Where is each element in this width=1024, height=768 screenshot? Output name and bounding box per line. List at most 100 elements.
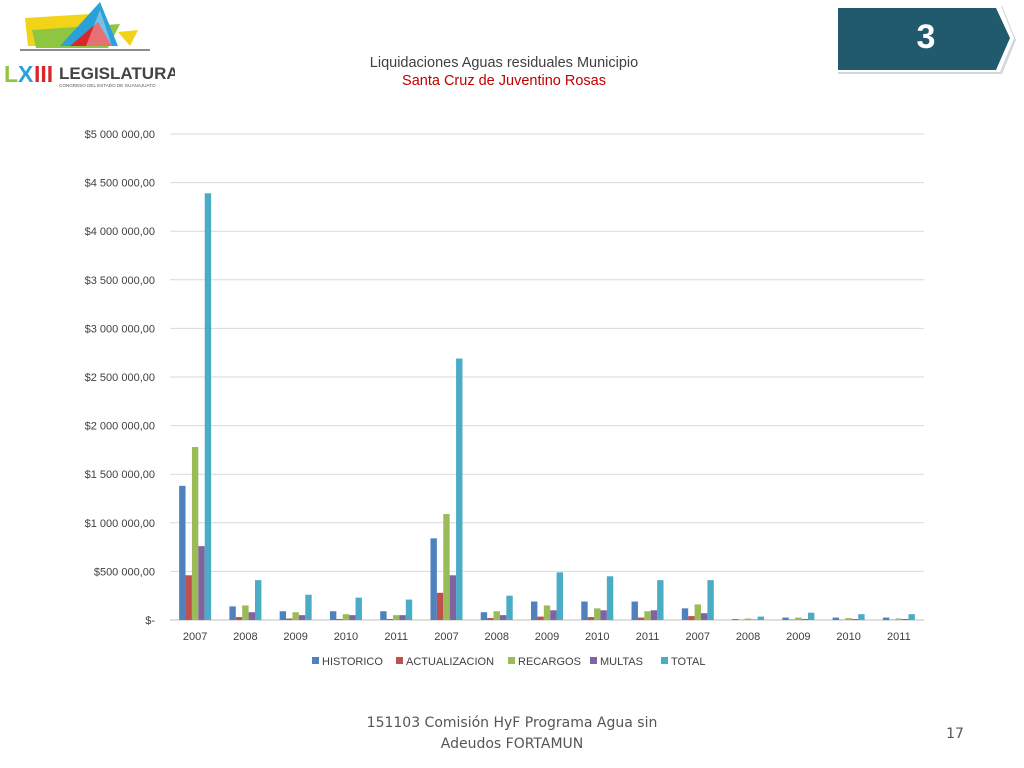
- y-tick-label: $4 000 000,00: [85, 226, 155, 238]
- bar-recargos: [543, 605, 551, 620]
- bar-actualizacion: [185, 575, 192, 620]
- bar-historico: [380, 611, 387, 620]
- bar-actualizacion: [637, 617, 645, 620]
- bar-multas: [298, 615, 306, 620]
- bar-actualizacion: [587, 617, 595, 620]
- bar-multas: [550, 610, 557, 620]
- x-tick-label: 2010: [585, 631, 609, 643]
- bar-historico: [229, 606, 236, 620]
- bar-actualizacion: [487, 618, 494, 620]
- bar-recargos: [393, 615, 400, 620]
- bar-total: [405, 599, 413, 620]
- y-tick-label: $1 500 000,00: [85, 469, 155, 481]
- chart-subtitle: Santa Cruz de Juventino Rosas: [402, 73, 606, 89]
- bar-recargos: [443, 514, 450, 620]
- x-tick-label: 2008: [736, 631, 760, 643]
- bar-total: [908, 614, 915, 620]
- bar-total: [657, 580, 664, 620]
- legend-swatch-actualizacion: [396, 657, 403, 664]
- bar-recargos: [594, 608, 601, 620]
- bar-multas: [902, 619, 909, 620]
- bar-recargos: [342, 614, 350, 620]
- bar-historico: [329, 611, 337, 620]
- bar-total: [757, 616, 765, 620]
- logo-red-shape: [70, 22, 112, 46]
- bar-recargos: [795, 617, 802, 620]
- y-tick-label: $5 000 000,00: [85, 129, 155, 141]
- bar-total: [807, 612, 815, 620]
- y-tick-label: $1 000 000,00: [85, 518, 155, 530]
- slide-badge: [836, 4, 1016, 74]
- bar-actualizacion: [537, 616, 544, 620]
- footer-caption: 151103 Comisión HyF Programa Agua sin Ad…: [360, 713, 664, 755]
- bar-multas: [399, 615, 406, 620]
- bar-recargos: [744, 618, 752, 620]
- y-tick-label: $2 000 000,00: [85, 421, 155, 433]
- bar-historico: [631, 601, 638, 620]
- legend-label-actualizacion: ACTUALIZACION: [406, 656, 494, 668]
- bar-historico: [179, 485, 186, 620]
- bar-recargos: [242, 605, 249, 620]
- bar-multas: [851, 619, 859, 620]
- bar-multas: [600, 610, 607, 620]
- bar-recargos: [191, 446, 199, 620]
- bar-historico: [732, 619, 739, 620]
- bar-historico: [681, 608, 689, 620]
- x-tick-label: 2007: [183, 631, 207, 643]
- chart-title-area: Liquidaciones Aguas residuales Municipio…: [300, 54, 708, 90]
- legend-swatch-recargos: [508, 657, 515, 664]
- bar-historico: [782, 617, 789, 620]
- page-number: 17: [946, 726, 964, 742]
- bar-total: [858, 614, 865, 620]
- bar-multas: [650, 610, 658, 620]
- x-tick-label: 2010: [836, 631, 860, 643]
- legend-swatch-multas: [590, 657, 597, 664]
- chart-title: Liquidaciones Aguas residuales Municipio: [369, 55, 639, 71]
- x-tick-label: 2007: [686, 631, 710, 643]
- y-tick-label: $3 000 000,00: [85, 323, 155, 335]
- bar-recargos: [493, 611, 500, 620]
- bar-historico: [882, 617, 890, 620]
- logo-subtext: CONGRESO DEL ESTADO DE GUANAJUATO: [59, 83, 156, 88]
- legislatura-logo: L X III LEGISLATURA CONGRESO DEL ESTADO …: [4, 2, 175, 88]
- bar-recargos: [845, 618, 852, 620]
- x-tick-label: 2011: [636, 631, 660, 643]
- footer-line-2: Adeudos FORTAMUN: [440, 736, 584, 752]
- x-tick-label: 2011: [887, 631, 911, 643]
- bar-multas: [198, 546, 205, 620]
- bar-recargos: [694, 604, 701, 620]
- bar-total: [506, 595, 513, 620]
- bar-total: [707, 580, 714, 620]
- bar-total: [606, 576, 614, 620]
- bar-actualizacion: [286, 618, 293, 620]
- logo-roman-numeral: L: [4, 61, 18, 87]
- bar-total: [305, 594, 312, 620]
- logo-roman-iii: III: [34, 61, 53, 87]
- bar-multas: [801, 619, 808, 620]
- logo-highlight-shape: [86, 10, 112, 46]
- bar-multas: [248, 612, 255, 620]
- bar-actualizacion: [336, 619, 343, 620]
- x-tick-label: 2010: [334, 631, 358, 643]
- legend-swatch-total: [661, 657, 668, 664]
- y-tick-label: $4 500 000,00: [85, 178, 155, 190]
- x-tick-label: 2011: [384, 631, 408, 643]
- bar-historico: [832, 617, 839, 620]
- bar-actualizacion: [386, 619, 393, 620]
- bar-multas: [499, 615, 507, 620]
- bar-historico: [581, 601, 588, 620]
- y-tick-label: $3 500 000,00: [85, 275, 155, 287]
- bar-recargos: [292, 612, 299, 620]
- bar-total: [355, 597, 362, 620]
- x-tick-label: 2009: [283, 631, 307, 643]
- bar-multas: [449, 575, 457, 620]
- bar-recargos: [895, 618, 903, 620]
- bar-total: [255, 580, 262, 620]
- x-tick-label: 2009: [786, 631, 810, 643]
- bar-total: [556, 572, 563, 620]
- legend-label-total: TOTAL: [671, 656, 705, 668]
- logo-roman-x: X: [18, 61, 34, 87]
- bar-total: [204, 193, 212, 621]
- logo-text: LEGISLATURA: [59, 64, 175, 83]
- bar-historico: [531, 601, 538, 620]
